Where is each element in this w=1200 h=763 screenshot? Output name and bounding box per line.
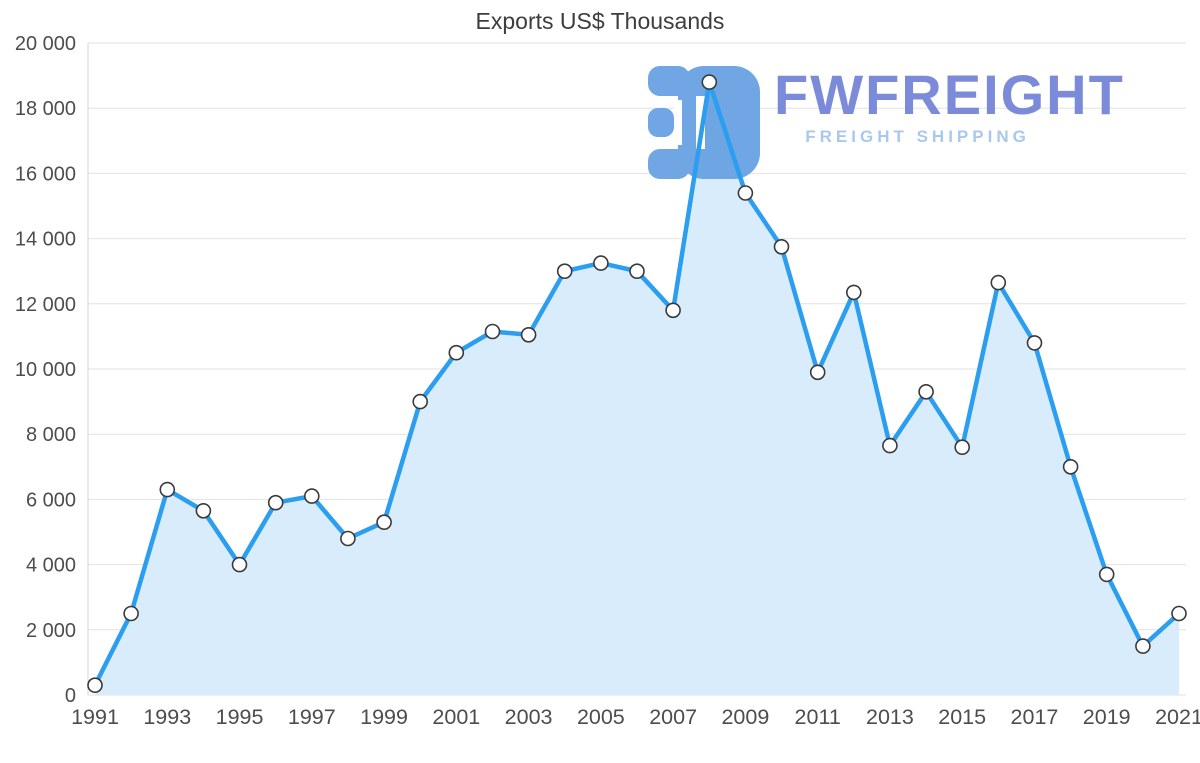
- y-axis-tick-label: 12 000: [15, 294, 76, 316]
- series-area-fill: [95, 82, 1179, 696]
- data-point-marker: [954, 439, 971, 456]
- x-axis-tick-label: 2005: [577, 705, 625, 729]
- data-point-marker: [412, 393, 429, 410]
- x-axis-tick-label: 2003: [505, 705, 553, 729]
- data-point-marker: [809, 364, 826, 381]
- x-axis-tick-label: 2017: [1011, 705, 1059, 729]
- y-axis-tick-label: 10 000: [15, 359, 76, 381]
- data-point-marker: [701, 74, 718, 90]
- data-point-marker: [1135, 638, 1151, 654]
- data-point-marker: [882, 437, 898, 454]
- y-axis-tick-label: 14 000: [15, 229, 76, 251]
- x-axis-tick-label: 1999: [360, 705, 408, 729]
- x-axis-tick-label: 2001: [432, 705, 480, 729]
- data-point-marker: [918, 383, 934, 400]
- x-axis-tick-label: 2015: [938, 705, 986, 729]
- series-line: [92, 79, 1182, 688]
- data-point-marker: [159, 481, 176, 498]
- data-point-marker: [593, 255, 609, 271]
- data-point-marker: [1062, 458, 1079, 475]
- data-point-marker: [556, 263, 573, 280]
- y-axis-tick-label: 4 000: [26, 555, 76, 577]
- x-axis-tick-label: 1993: [143, 705, 191, 729]
- data-point-marker: [267, 494, 284, 511]
- y-axis-tick-label: 18 000: [15, 98, 76, 120]
- x-axis-tick-label: 1997: [288, 705, 336, 729]
- data-point-marker: [376, 514, 392, 531]
- watermark-tagline: FREIGHT SHIPPING: [805, 126, 1030, 146]
- data-point-marker: [629, 263, 645, 280]
- x-axis-tick-label: 2007: [649, 705, 697, 729]
- y-axis-tick-label: 8 000: [26, 424, 76, 446]
- y-axis-tick-label: 6 000: [26, 489, 76, 511]
- data-point-marker: [123, 605, 139, 622]
- x-axis-tick-label: 2013: [866, 705, 914, 729]
- data-point-marker: [195, 502, 212, 519]
- data-point-marker: [1171, 605, 1187, 622]
- data-point-marker: [520, 326, 537, 343]
- y-axis-tick-label: 20 000: [15, 33, 76, 55]
- data-point-marker: [340, 530, 356, 547]
- x-axis-tick-label: 2019: [1083, 705, 1131, 729]
- y-axis-tick-label: 0: [65, 685, 76, 707]
- watermark-brand: FWFREIGHT: [774, 63, 1125, 126]
- data-point-marker: [1026, 335, 1043, 351]
- y-axis-tick-label: 2 000: [26, 620, 76, 642]
- data-point-marker: [1098, 566, 1115, 583]
- watermark-text: FWFREIGHT FREIGHT SHIPPING: [774, 63, 1125, 147]
- data-point-marker: [737, 185, 754, 201]
- chart-title: Exports US$ Thousands: [475, 8, 725, 34]
- data-point-marker: [448, 344, 465, 361]
- data-point-marker: [87, 677, 103, 694]
- x-axis-tick-label: 1995: [216, 705, 264, 729]
- data-point-marker: [231, 556, 248, 573]
- x-axis-tick-label: 2009: [721, 705, 769, 729]
- data-point-marker: [303, 488, 320, 504]
- data-point-marker: [990, 274, 1007, 291]
- x-axis-tick-label: 1991: [71, 705, 119, 729]
- data-point-marker: [773, 239, 790, 255]
- x-axis-tick-label: 2021: [1155, 705, 1200, 729]
- data-point-marker: [845, 284, 862, 301]
- data-point-marker: [484, 323, 501, 340]
- x-axis-tick-label: 2011: [795, 705, 841, 729]
- y-axis-tick-label: 16 000: [15, 163, 76, 185]
- data-point-marker: [665, 302, 681, 319]
